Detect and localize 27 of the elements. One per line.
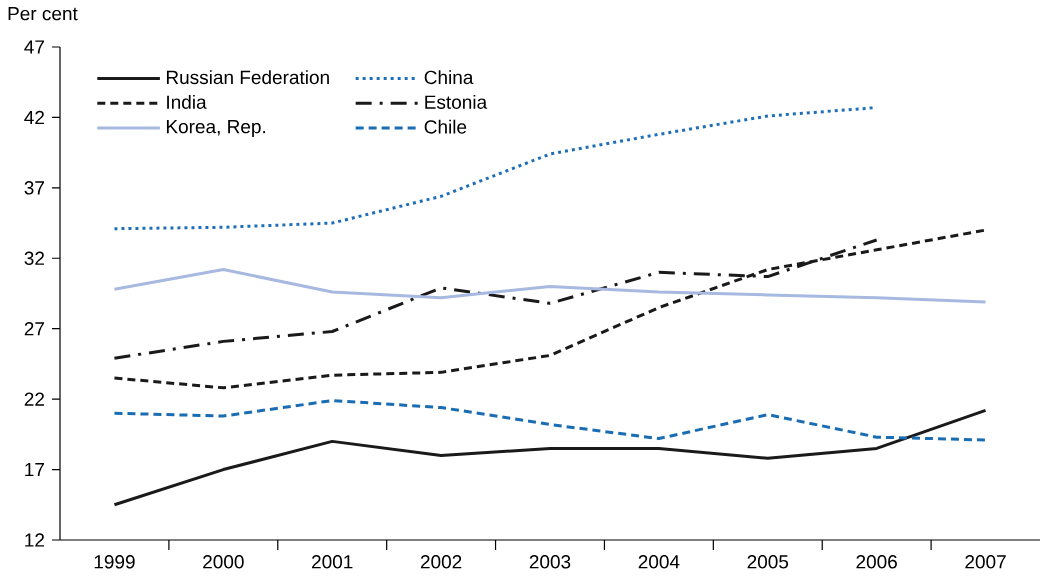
line-series xyxy=(112,399,988,442)
x-tick-label: 1999 xyxy=(94,555,135,569)
legend-label: India xyxy=(167,94,207,109)
y-tick-label: 22 xyxy=(24,392,44,406)
legend-label: Estonia xyxy=(425,94,488,109)
x-tick-label: 2000 xyxy=(203,555,244,569)
y-tick-label: 42 xyxy=(24,110,44,125)
legend-label: Chile xyxy=(424,119,467,134)
y-axis-title: Per cent xyxy=(8,7,78,21)
x-tick-label: 2004 xyxy=(638,555,680,569)
line-series xyxy=(112,408,988,507)
x-tick-label: 2002 xyxy=(420,555,462,569)
y-tick-label: 32 xyxy=(24,251,44,265)
legend-label: Russian Federation xyxy=(166,70,329,85)
x-tick-label: 2007 xyxy=(965,555,1006,569)
y-tick-label: 17 xyxy=(25,463,44,477)
y-tick-label: 47 xyxy=(24,40,44,54)
line-series xyxy=(112,268,988,304)
legend-label: Korea, Rep. xyxy=(166,120,266,138)
x-tick-label: 2003 xyxy=(529,555,571,569)
y-tick-label: 27 xyxy=(24,322,44,336)
x-tick-label: 2001 xyxy=(312,555,353,569)
legend-label: China xyxy=(424,70,474,85)
y-tick-label: 37 xyxy=(24,181,44,195)
y-tick-label: 12 xyxy=(25,533,44,547)
x-tick-label: 2006 xyxy=(856,555,897,569)
x-tick-label: 2005 xyxy=(747,555,789,569)
